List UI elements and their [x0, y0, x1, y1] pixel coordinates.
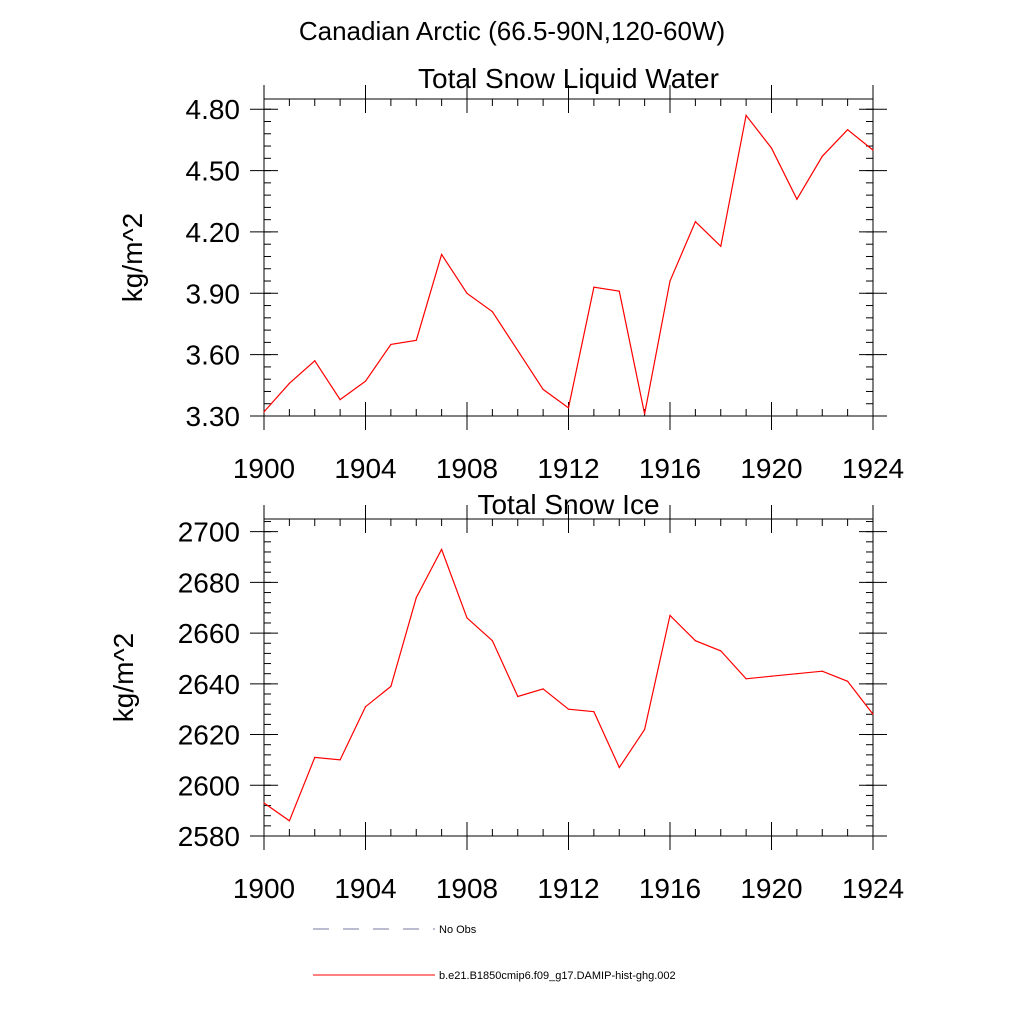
panel-2-data-point — [567, 708, 570, 710]
panel-1-data-point — [491, 311, 493, 313]
panel-2-y-tick-label: 2700 — [178, 517, 240, 548]
panel-2-data-point — [745, 678, 747, 680]
panel-2-data-point — [821, 670, 823, 672]
panel-2-data-point — [770, 675, 773, 677]
panel-2-data-point — [415, 597, 417, 599]
panel-1-x-tick-label: 1904 — [334, 453, 396, 484]
panel-1-y-tick-label: 3.30 — [186, 401, 241, 432]
panel-2-data-point — [517, 695, 519, 698]
panel-2-x-tick-label: 1904 — [334, 873, 396, 904]
panel-2-data-point — [288, 820, 290, 822]
panel-1-y-tick-label: 3.60 — [186, 340, 241, 371]
panel-1-data-point — [441, 253, 443, 256]
panel-2-data-point — [618, 766, 620, 769]
panel-1-y-tick-label: 4.20 — [186, 217, 241, 248]
panel-1-data-point — [745, 114, 747, 116]
legend-label-1: No Obs — [439, 924, 477, 936]
legend-label-2: b.e21.B1850cmip6.f09_g17.DAMIP-hist-ghg.… — [439, 970, 676, 982]
panel-1-data-point — [517, 349, 519, 352]
panel-1-data-point — [466, 292, 468, 294]
panel-2-y-tick-label: 2640 — [178, 669, 240, 700]
panel-1-data-point — [847, 129, 849, 131]
panel-2-data-point — [872, 713, 874, 715]
panel-2-data-point — [466, 617, 468, 619]
panel-1-data-point — [567, 407, 570, 409]
panel-2-y-tick-label: 2620 — [178, 720, 240, 751]
panel-1-data-point — [872, 149, 874, 151]
panel-2-data-point — [644, 728, 646, 731]
panel-2-y-tick-label: 2680 — [178, 567, 240, 598]
panel-1-data-point — [644, 413, 646, 415]
panel-1-y-axis-label: kg/m^2 — [117, 213, 148, 302]
panel-1-data-point — [770, 147, 773, 149]
panel-2-series-line-1 — [263, 547, 874, 822]
panel-2-data-point — [796, 673, 798, 675]
panel-2-data-point — [263, 802, 265, 804]
panel-1-x-tick-label: 1908 — [436, 453, 498, 484]
panel-2-x-tick-label: 1900 — [233, 873, 295, 904]
panel-1-data-point — [263, 411, 265, 413]
panel-1-data-point — [542, 388, 544, 391]
panel-2-y-axis-label: kg/m^2 — [108, 633, 139, 722]
panel-1-data-point — [694, 221, 696, 223]
panel-1-data-point — [669, 280, 671, 282]
panel-2-x-tick-label: 1920 — [740, 873, 802, 904]
panel-1-data-point — [720, 245, 722, 247]
panel-2-data-point — [694, 640, 696, 642]
figure-title: Canadian Arctic (66.5-90N,120-60W) — [298, 16, 726, 46]
panel-2-data-point — [593, 711, 595, 713]
panel-2-data-point — [491, 640, 493, 642]
panel-2-data-point — [364, 706, 367, 708]
panel-2-plot-frame — [263, 518, 874, 837]
panel-1-data-point — [390, 343, 392, 346]
panel-2-data-point — [339, 759, 341, 761]
panel-1-x-tick-label: 1900 — [233, 453, 295, 484]
panel-1-data-point — [288, 382, 290, 384]
panel-2-x-tick-label: 1912 — [537, 873, 599, 904]
panel-2-y-tick-label: 2580 — [178, 821, 240, 852]
panel-1-x-tick-label: 1924 — [842, 453, 904, 484]
panel-1-x-tick-label: 1912 — [537, 453, 599, 484]
panel-1-y-tick-label: 4.50 — [186, 156, 241, 187]
panel-2-y-tick-label: 2600 — [178, 770, 240, 801]
panel-2-x-tick-label: 1924 — [842, 873, 904, 904]
panel-2-data-point — [542, 688, 544, 690]
panel-1-data-point — [821, 155, 823, 157]
panel-2-data-point — [390, 685, 392, 687]
panel-2-x-tick-label: 1908 — [436, 873, 498, 904]
panel-2-data-point — [720, 650, 722, 652]
panel-1-y-tick-label: 3.90 — [186, 278, 241, 309]
panel-1-data-point — [314, 360, 316, 362]
panel-2-data-point — [441, 548, 443, 551]
panel-1-data-point — [796, 198, 798, 200]
panel-2-x-tick-label: 1916 — [639, 873, 701, 904]
panel-2-y-tick-label: 2660 — [178, 618, 240, 649]
panel-2-data-point — [314, 756, 316, 758]
panel-1-data-point — [618, 290, 620, 292]
panel-1-data-point — [364, 380, 367, 382]
panel-2-data-point — [847, 680, 849, 682]
panel-1-x-tick-label: 1916 — [639, 453, 701, 484]
panel-1-x-tick-label: 1920 — [740, 453, 802, 484]
panel-1-series-line-1 — [263, 113, 874, 415]
panel-1-plot-frame — [263, 98, 874, 417]
panel-1-data-point — [593, 286, 595, 288]
panel-1-y-tick-label: 4.80 — [186, 94, 241, 125]
panel-1-data-point — [415, 339, 417, 341]
panel-1-data-point — [339, 399, 341, 401]
panel-2-data-point — [669, 614, 671, 616]
